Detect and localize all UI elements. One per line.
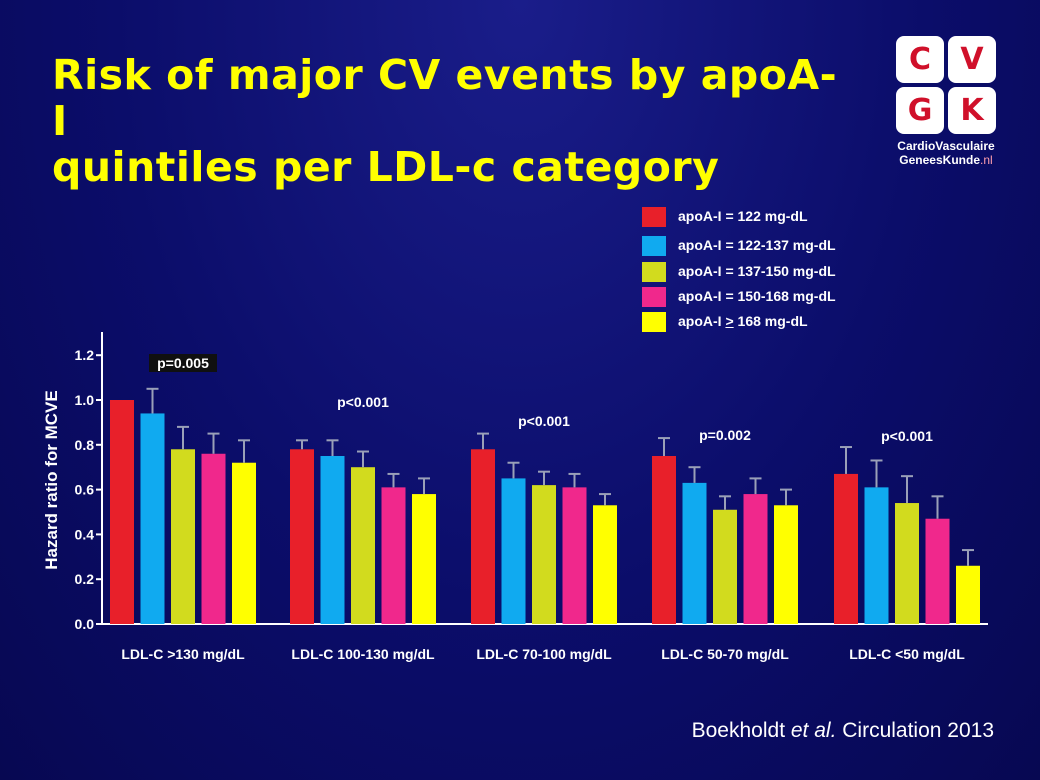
bar <box>320 456 345 624</box>
bar <box>201 453 226 624</box>
y-tick-label: 0.2 <box>75 571 95 587</box>
bar <box>743 494 768 624</box>
bar <box>412 494 436 624</box>
logo-cell-v: V <box>948 36 996 83</box>
p-value-label: p<0.001 <box>337 394 389 410</box>
bar <box>290 449 314 624</box>
bar <box>471 449 495 624</box>
bar <box>232 462 256 624</box>
legend-swatch-4 <box>642 287 666 307</box>
legend-swatch-5 <box>642 312 666 332</box>
p-value-label: p<0.001 <box>881 428 933 444</box>
legend-swatch-2 <box>642 236 666 256</box>
legend-label-1: apoA-I = 122 mg-dL <box>678 208 808 224</box>
y-tick-label: 0.8 <box>75 437 95 453</box>
logo-grid: C V G K <box>893 33 999 137</box>
bar <box>381 487 406 624</box>
category-label: LDL-C >130 mg/dL <box>121 646 245 662</box>
logo-text: CardioVasculaire GeneesKunde.nl <box>893 139 999 167</box>
category-label: LDL-C 100-130 mg/dL <box>291 646 435 662</box>
bar <box>834 473 858 624</box>
logo-cell-g: G <box>896 87 944 134</box>
p-value-highlight <box>149 354 217 372</box>
legend-label-5: apoA-I > 168 mg-dL <box>678 313 808 329</box>
y-tick-label: 0.6 <box>75 482 95 498</box>
logo-line2: GeneesKunde.nl <box>893 153 999 167</box>
bar <box>652 456 676 624</box>
slide-title: Risk of major CV events by apoA-I quinti… <box>52 52 852 190</box>
bar <box>682 482 707 624</box>
logo-line2-suffix: .nl <box>980 153 993 167</box>
bar <box>713 509 737 624</box>
legend-label-2: apoA-I = 122-137 mg-dL <box>678 237 836 253</box>
legend-label-3: apoA-I = 137-150 mg-dL <box>678 263 836 279</box>
y-tick-label: 0.4 <box>75 526 95 542</box>
logo-line1: CardioVasculaire <box>897 139 995 153</box>
bar <box>774 505 798 624</box>
bar <box>956 565 980 624</box>
bar <box>562 487 587 624</box>
y-tick-label: 1.2 <box>75 347 95 363</box>
logo-line2-main: GeneesKunde <box>899 153 980 167</box>
logo-cell-k: K <box>948 87 996 134</box>
bar <box>501 478 526 624</box>
bar <box>925 518 950 624</box>
category-label: LDL-C 70-100 mg/dL <box>476 646 612 662</box>
category-label: LDL-C <50 mg/dL <box>849 646 965 662</box>
bar <box>532 485 556 624</box>
bar <box>351 467 375 624</box>
bar <box>593 505 617 624</box>
legend-swatch-3 <box>642 262 666 282</box>
y-tick-label: 1.0 <box>75 392 95 408</box>
category-label: LDL-C 50-70 mg/dL <box>661 646 789 662</box>
slide-title-line1: Risk of major CV events by apoA-I <box>52 51 838 145</box>
bar <box>895 503 919 624</box>
slide-title-line2: quintiles per LDL-c category <box>52 143 720 191</box>
citation: Boekholdt et al. Circulation 2013 <box>692 719 994 743</box>
bar <box>110 400 134 624</box>
logo-cell-c: C <box>896 36 944 83</box>
bar <box>140 413 165 624</box>
p-value-label: p=0.002 <box>699 427 751 443</box>
y-tick-label: 0.0 <box>75 616 95 632</box>
cvgk-logo: C V G K CardioVasculaire GeneesKunde.nl <box>893 33 999 169</box>
citation-author: Boekholdt <box>691 719 791 742</box>
citation-etal: et al. <box>790 719 837 742</box>
legend-label-4: apoA-I = 150-168 mg-dL <box>678 288 836 304</box>
bar <box>864 487 889 624</box>
citation-journal: Circulation 2013 <box>836 719 994 742</box>
p-value-label: p<0.001 <box>518 413 570 429</box>
p-value-label: p=0.005 <box>157 355 209 371</box>
bar <box>171 449 195 624</box>
legend-swatch-1 <box>642 207 666 227</box>
